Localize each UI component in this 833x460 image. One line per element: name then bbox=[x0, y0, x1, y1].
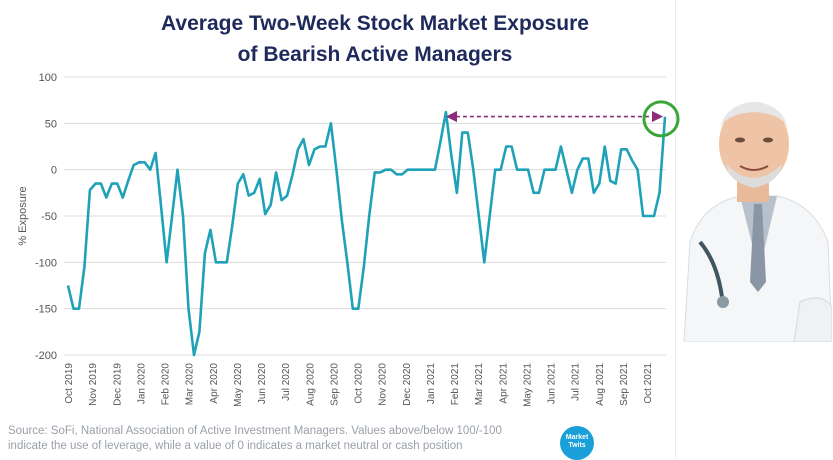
x-tick-label: Oct 2020 bbox=[354, 363, 365, 404]
markettwits-logo: Market Twits bbox=[560, 426, 594, 460]
x-tick-label: May 2020 bbox=[233, 363, 244, 407]
x-tick-label: Sep 2021 bbox=[619, 363, 630, 406]
x-tick-label: Nov 2020 bbox=[378, 363, 389, 406]
x-tick-label: Jul 2021 bbox=[571, 363, 582, 401]
panel-divider bbox=[675, 0, 676, 459]
x-tick-label: Feb 2020 bbox=[161, 363, 172, 406]
chart-title-line-2: of Bearish Active Managers bbox=[237, 43, 513, 66]
logo-text-2: Twits bbox=[568, 442, 586, 449]
chart-title: Average Two-Week Stock Market Exposure o… bbox=[60, 8, 690, 70]
y-tick-label: 50 bbox=[45, 118, 57, 130]
x-tick-label: Sep 2020 bbox=[329, 363, 340, 406]
y-tick-label: 100 bbox=[39, 72, 57, 84]
x-tick-label: Jan 2021 bbox=[426, 363, 437, 405]
x-tick-label: Aug 2021 bbox=[595, 363, 606, 406]
exposure-series-line bbox=[66, 110, 667, 357]
y-tick-label: -50 bbox=[41, 211, 57, 223]
source-note: Source: SoFi, National Association of Ac… bbox=[8, 424, 568, 454]
line-chart: 100 50 0 -50 -100 -150 -200 Oct 2019 Nov 2019 De… bbox=[17, 72, 680, 407]
x-tick-label: Jul 2020 bbox=[281, 363, 292, 401]
x-tick-label: Jun 2021 bbox=[547, 363, 558, 405]
y-tick-label: -100 bbox=[35, 257, 57, 269]
y-axis: 100 50 0 -50 -100 -150 -200 bbox=[35, 72, 57, 362]
x-tick-label: Nov 2019 bbox=[88, 363, 99, 406]
chart-title-line-1: Average Two-Week Stock Market Exposure bbox=[161, 12, 589, 35]
x-tick-label: Aug 2020 bbox=[305, 363, 316, 406]
y-tick-label: -150 bbox=[35, 304, 57, 316]
source-line-2: indicate the use of leverage, while a va… bbox=[8, 440, 463, 452]
y-axis-label: % Exposure bbox=[17, 186, 29, 245]
x-tick-label: Jun 2020 bbox=[257, 363, 268, 405]
gridlines bbox=[64, 76, 666, 356]
latest-value-highlight-circle bbox=[642, 100, 680, 138]
x-tick-label: Oct 2021 bbox=[643, 363, 654, 404]
x-tick-label: Mar 2021 bbox=[474, 363, 485, 406]
y-tick-label: -200 bbox=[35, 350, 57, 362]
source-line-1: Source: SoFi, National Association of Ac… bbox=[8, 425, 502, 437]
logo-text-1: Market bbox=[565, 434, 589, 441]
smiling-doctor-image bbox=[683, 102, 832, 342]
x-tick-label: Apr 2021 bbox=[498, 363, 509, 404]
x-tick-label: Mar 2020 bbox=[185, 363, 196, 406]
x-tick-label: Oct 2019 bbox=[64, 363, 75, 404]
x-tick-label: Jan 2020 bbox=[136, 363, 147, 405]
x-axis: Oct 2019 Nov 2019 Dec 2019 Jan 2020 Feb 2020… bbox=[64, 363, 654, 407]
x-tick-label: Dec 2020 bbox=[402, 363, 413, 406]
y-tick-label: 0 bbox=[51, 165, 57, 177]
x-tick-label: Apr 2020 bbox=[209, 363, 220, 404]
x-tick-label: May 2021 bbox=[522, 363, 533, 407]
x-tick-label: Feb 2021 bbox=[450, 363, 461, 406]
x-tick-label: Dec 2019 bbox=[112, 363, 123, 406]
